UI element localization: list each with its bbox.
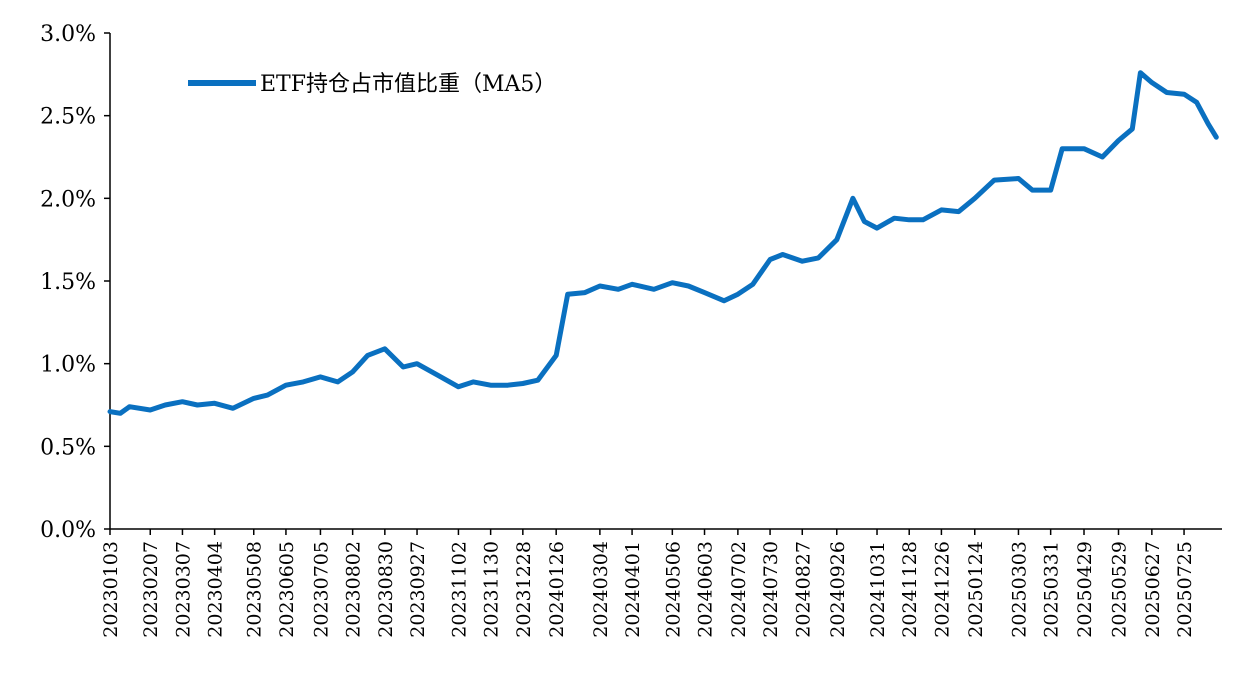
x-tick-label: 20230207 <box>140 541 162 638</box>
y-tick-label: 2.5% <box>40 105 96 130</box>
x-tick-label: 20230103 <box>100 541 122 638</box>
x-tick-label: 20231130 <box>481 541 503 638</box>
x-tick-label: 20230705 <box>310 541 332 638</box>
x-tick-label: 20230307 <box>172 541 194 638</box>
x-tick-label: 20240126 <box>546 541 568 638</box>
y-tick-label: 2.0% <box>40 187 96 212</box>
x-tick-label: 20250331 <box>1041 541 1063 638</box>
legend-label: ETF持仓占市值比重（MA5） <box>260 72 556 97</box>
x-tick-label: 20230605 <box>276 541 298 638</box>
x-tick-label: 20230802 <box>343 541 365 638</box>
x-tick-label: 20240702 <box>728 541 750 638</box>
x-tick-label: 20241128 <box>899 541 921 638</box>
y-axis-ticks: 0.0% 0.5% 1.0% 1.5% 2.0% 2.5% 3.0% <box>40 22 110 543</box>
x-tick-label: 20230508 <box>244 541 266 638</box>
y-tick-label: 1.5% <box>40 270 96 295</box>
x-tick-label: 20240730 <box>760 541 782 638</box>
x-tick-label: 20240827 <box>792 541 814 638</box>
x-axis-ticks: 20230103 20230207 20230307 20230404 20230508… <box>100 529 1196 638</box>
legend: ETF持仓占市值比重（MA5） <box>188 72 556 97</box>
x-tick-label: 20231228 <box>513 541 535 638</box>
x-tick-label: 20231102 <box>448 541 470 638</box>
x-tick-label: 20240506 <box>662 541 684 638</box>
x-tick-label: 20230404 <box>205 541 227 638</box>
series-line <box>107 70 1219 416</box>
x-tick-label: 20240603 <box>695 541 717 638</box>
x-tick-label: 20250303 <box>1008 541 1030 638</box>
x-tick-label: 20250627 <box>1142 541 1164 638</box>
x-tick-label: 20250725 <box>1174 541 1196 638</box>
x-tick-label: 20240401 <box>622 541 644 638</box>
x-tick-label: 20250124 <box>965 541 987 638</box>
x-tick-label: 20240304 <box>590 541 612 638</box>
y-tick-label: 0.0% <box>40 518 96 543</box>
x-tick-label: 20230830 <box>375 541 397 638</box>
x-tick-label: 20241226 <box>931 541 953 638</box>
x-tick-label: 20240926 <box>827 541 849 638</box>
y-tick-label: 1.0% <box>40 353 96 378</box>
y-tick-label: 0.5% <box>40 435 96 460</box>
x-tick-label: 20241031 <box>867 541 889 638</box>
y-tick-label: 3.0% <box>40 22 96 47</box>
x-tick-label: 20230927 <box>407 541 429 638</box>
x-tick-label: 20250529 <box>1109 541 1131 638</box>
x-tick-label: 20250429 <box>1074 541 1096 638</box>
